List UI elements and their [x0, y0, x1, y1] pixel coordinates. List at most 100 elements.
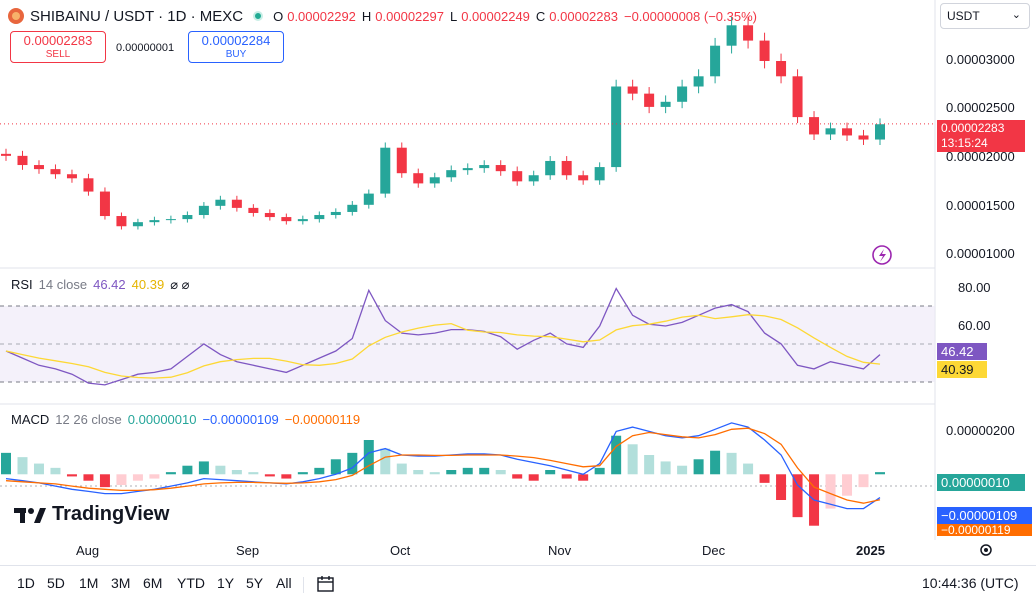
- buy-label: BUY: [225, 49, 247, 60]
- macd-hist-tag: 0.00000010: [937, 474, 1025, 491]
- spread-value: 0.00000001: [116, 42, 175, 54]
- tradingview-logo[interactable]: TradingView: [14, 503, 169, 526]
- macd-signal-line: [5, 427, 881, 504]
- change-value: −0.00000008 (−0.35%): [623, 8, 757, 24]
- open-key: O: [273, 8, 284, 24]
- macd-hist-bar: [677, 465, 688, 475]
- symbol-header: SHIBAINU / USDT · 1D · MEXC O 0.00002292 …: [8, 6, 759, 26]
- date-range-icon[interactable]: [316, 575, 336, 593]
- price-label-1: 0.00002500: [946, 100, 1015, 115]
- bottom-toolbar: [0, 565, 1036, 606]
- macd-hist-value: 0.00000010: [127, 412, 197, 427]
- timeframe-all[interactable]: All: [276, 575, 292, 591]
- candle-body: [116, 216, 127, 227]
- rsi-title: RSI: [11, 277, 33, 292]
- macd-line-tag: −0.00000109: [937, 507, 1032, 524]
- timeframe-3m[interactable]: 3M: [111, 575, 131, 591]
- sell-price: 0.00002283: [23, 33, 93, 48]
- utc-clock[interactable]: 10:44:36 (UTC): [922, 575, 1019, 591]
- price-label-0: 0.00003000: [946, 52, 1015, 67]
- settings-gear-icon[interactable]: [980, 544, 992, 556]
- candle-body: [429, 177, 440, 184]
- candle-body: [693, 76, 704, 87]
- candle-body: [380, 147, 391, 194]
- candle-body: [479, 165, 490, 169]
- candle-body: [50, 169, 61, 175]
- macd-hist-bar: [528, 474, 539, 481]
- macd-hist-bar: [446, 470, 457, 475]
- macd-hist-bar: [83, 474, 94, 481]
- macd-series: [1, 422, 885, 526]
- timeframe-1m[interactable]: 1M: [79, 575, 99, 591]
- candle-body: [17, 155, 28, 166]
- chevron-down-icon: ⌄: [1011, 9, 1021, 21]
- price-label-3: 0.00001500: [946, 198, 1015, 213]
- macd-hist-bar: [396, 463, 407, 475]
- shiba-logo-icon: [8, 8, 24, 24]
- sell-button[interactable]: 0.00002283 SELL: [10, 31, 106, 63]
- timeframe-5d[interactable]: 5D: [47, 575, 65, 591]
- low-key: L: [449, 8, 458, 24]
- macd-line-value: −0.00000109: [202, 412, 279, 427]
- timeframe-1y[interactable]: 1Y: [217, 575, 235, 591]
- timeframe-6m[interactable]: 6M: [143, 575, 163, 591]
- candle-body: [611, 86, 622, 168]
- ohlc-values: O 0.00002292 H 0.00002297 L 0.00002249 C 0.0…: [273, 9, 759, 24]
- tradingview-logo-icon: [14, 507, 46, 523]
- candle-body: [726, 25, 737, 46]
- macd-hist-bar: [611, 435, 622, 475]
- candle-body: [396, 147, 407, 174]
- candle-body: [165, 219, 176, 221]
- lightning-icon[interactable]: [879, 249, 886, 262]
- price-label-2: 0.00002000: [946, 149, 1015, 164]
- macd-hist-bar: [330, 459, 341, 475]
- rsi-line: [5, 287, 881, 386]
- macd-hist-bar: [198, 461, 209, 475]
- lightning-icon-ring[interactable]: [872, 245, 892, 265]
- macd-hist-bar: [743, 463, 754, 475]
- candle-body: [858, 135, 869, 140]
- candle-body: [99, 191, 110, 217]
- high-value: 0.00002297: [375, 8, 444, 24]
- last-price-tag: 0.00002283 13:15:24: [937, 120, 1025, 152]
- buy-button[interactable]: 0.00002284 BUY: [188, 31, 284, 63]
- macd-title: MACD: [11, 412, 50, 427]
- macd-hist-bar: [165, 472, 176, 475]
- candle-body: [644, 93, 655, 107]
- macd-hist-bar: [875, 472, 885, 475]
- macd-hist-bar: [594, 467, 605, 475]
- macd-hist-bar: [314, 467, 325, 475]
- rsi-axis-60: 60.00: [958, 318, 991, 333]
- macd-hist-bar: [66, 474, 77, 477]
- macd-signal-value: −0.00000119: [284, 412, 361, 427]
- last-price-value: 0.00002283: [941, 121, 1005, 135]
- currency-select[interactable]: USDT ⌄: [940, 3, 1030, 29]
- candle-body: [776, 61, 787, 77]
- macd-legend[interactable]: MACD 12 26 close 0.00000010 −0.00000109 …: [11, 412, 360, 427]
- candle-body: [594, 167, 605, 181]
- macd-hist-bar: [512, 474, 523, 479]
- candle-body: [83, 178, 94, 192]
- candle-body: [743, 25, 754, 41]
- rsi-legend[interactable]: RSI 14 close 46.42 40.39 ⌀ ⌀: [11, 277, 189, 293]
- rsi-visibility-icons[interactable]: ⌀ ⌀: [170, 277, 190, 292]
- macd-hist-bar: [710, 450, 721, 475]
- symbol-title[interactable]: SHIBAINU / USDT · 1D · MEXC: [30, 7, 244, 25]
- candle-body: [297, 219, 308, 222]
- rsi-value-tag: 46.42: [937, 343, 987, 360]
- macd-hist-bar: [17, 457, 28, 475]
- timeframe-5y[interactable]: 5Y: [246, 575, 264, 591]
- macd-hist-bar: [759, 474, 770, 483]
- rsi-axis-80: 80.00: [958, 280, 991, 295]
- macd-hist-bar: [644, 455, 655, 475]
- macd-hist-bar: [726, 452, 737, 475]
- price-label-4: 0.00001000: [946, 246, 1015, 261]
- macd-hist-bar: [149, 474, 160, 479]
- timeframe-1d[interactable]: 1D: [17, 575, 35, 591]
- timeframe-ytd[interactable]: YTD: [177, 575, 205, 591]
- macd-hist-bar: [660, 461, 671, 475]
- high-key: H: [361, 8, 372, 24]
- rsi-ma-line: [5, 314, 881, 379]
- macd-hist-bar: [182, 465, 193, 475]
